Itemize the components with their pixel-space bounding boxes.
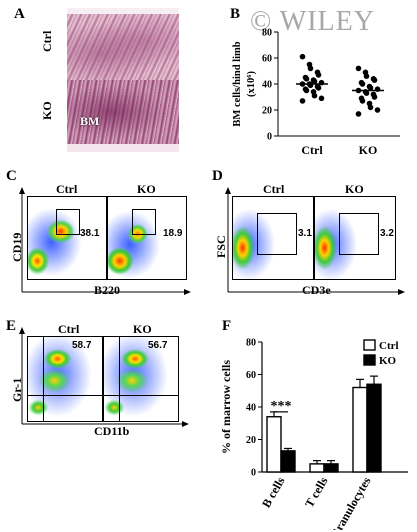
panel-d-value-ko: 3.2 [380, 228, 394, 239]
b-y-label-unit: (x10⁶) [246, 71, 257, 97]
f-legend-label: Ctrl [379, 340, 399, 352]
f-bar [309, 463, 325, 473]
b-data-point [355, 65, 362, 72]
panel-d-axis-arrows [225, 187, 405, 295]
quad-v-e-ctrl [43, 337, 44, 421]
b-y-tick-label: 0 [267, 132, 272, 143]
histology-ko-image [67, 80, 179, 152]
panel-e-axis-arrows [19, 327, 189, 427]
b-data-point [299, 98, 306, 104]
facs-plot-c-ctrl [27, 196, 107, 280]
panel-a-ctrl-label: Ctrl [40, 30, 54, 52]
panel-e-header-ctrl: Ctrl [58, 322, 80, 336]
b-data-point [303, 87, 310, 94]
b-data-point [359, 98, 366, 104]
panel-e-letter: E [6, 318, 17, 334]
b-y-tick-label: 80 [262, 28, 272, 39]
f-significance-label: *** [271, 399, 292, 414]
facs-plot-e-ctrl [27, 336, 103, 422]
b-data-point [371, 77, 378, 83]
b-data-point [359, 81, 366, 87]
b-y-tick-label: 40 [262, 80, 272, 91]
b-data-point [363, 90, 370, 96]
f-bar [366, 383, 382, 473]
panel-c-value-ctrl: 38.1 [80, 228, 100, 239]
f-y-tick-label: 40 [246, 403, 256, 414]
b-data-point [355, 111, 362, 117]
f-bar [352, 386, 368, 473]
b-data-point [318, 95, 325, 102]
f-x-tick-label: B cells [259, 474, 288, 510]
b-data-point [315, 85, 322, 91]
b-y-tick-label: 60 [262, 54, 272, 65]
panel-d-header-ko: KO [345, 182, 364, 196]
panel-f-letter: F [222, 318, 232, 334]
panel-e-header-ko: KO [133, 322, 152, 336]
f-x-tick-label: T cells [302, 474, 331, 510]
b-data-point [303, 76, 310, 82]
histology-ctrl-image [67, 8, 179, 80]
b-data-point [367, 104, 374, 111]
f-legend-swatch [363, 354, 376, 366]
f-y-label: % of marrow cells [219, 360, 233, 454]
f-bar [323, 463, 339, 473]
b-data-point [371, 94, 378, 100]
panel-b-scatter-chart: 0 20 40 60 80 BM cells/hind limb (x10⁶) Ctrl KO [232, 28, 400, 157]
b-data-point [307, 65, 314, 72]
panel-c-header-ko: KO [137, 182, 156, 196]
panel-f-bar-chart: 0 20 40 60 80 % of marrow cells B cells T cells… [219, 338, 408, 530]
f-y-tick-label: 20 [246, 435, 256, 446]
panel-a-letter: A [14, 6, 25, 22]
panel-d-letter: D [212, 168, 223, 184]
b-y-tick-label: 20 [262, 106, 272, 117]
quad-h-e-ko [104, 395, 178, 396]
f-bar [280, 450, 296, 473]
f-x-tick-label: Granulocytes [327, 474, 374, 530]
facs-plot-c-ko [107, 196, 187, 280]
b-data-point [311, 78, 318, 85]
quad-h-e-ctrl [28, 395, 102, 396]
b-data-point [363, 73, 370, 79]
gate-d-ctrl [257, 213, 297, 255]
f-y-tick-label: 0 [251, 468, 256, 479]
publisher-watermark: © WILEY [250, 6, 375, 37]
facs-plot-d-ctrl [232, 196, 314, 280]
panel-c-xlabel: B220 [94, 283, 121, 297]
b-data-point [299, 53, 306, 60]
panel-d-xlabel: CD3e [302, 283, 331, 297]
facs-plot-e-ko [103, 336, 179, 422]
b-data-point [311, 92, 318, 99]
b-x-tick-label: KO [359, 143, 378, 157]
panel-e-value-ctrl: 58.7 [72, 340, 92, 351]
panel-d-header-ctrl: Ctrl [263, 182, 285, 196]
panel-d-value-ctrl: 3.1 [298, 228, 312, 239]
panel-c-letter: C [6, 168, 17, 184]
panel-e-xlabel: CD11b [94, 424, 130, 438]
panel-c-value-ko: 18.9 [163, 228, 183, 239]
f-bar [266, 416, 282, 473]
quad-v-e-ko [119, 337, 120, 421]
gate-c-ko [132, 209, 156, 235]
b-y-label: BM cells/hind limb [232, 41, 243, 126]
panel-a-ko-label: KO [40, 101, 54, 120]
f-y-tick-label: 80 [246, 338, 256, 349]
f-legend-label: KO [379, 355, 397, 367]
b-x-tick-label: Ctrl [301, 143, 323, 157]
f-y-tick-label: 60 [246, 370, 256, 381]
panel-b-letter: B [230, 6, 241, 22]
b-data-point [367, 85, 374, 91]
bm-annotation: BM [80, 114, 100, 128]
f-legend-swatch [363, 339, 376, 351]
gate-c-ctrl [56, 209, 80, 235]
panel-c-axis-arrows [19, 187, 191, 295]
panel-e-value-ko: 56.7 [148, 340, 168, 351]
gate-d-ko [339, 213, 379, 255]
panel-c-header-ctrl: Ctrl [56, 182, 78, 196]
b-data-point [374, 107, 381, 113]
facs-plot-d-ko [314, 196, 396, 280]
b-data-point [315, 72, 322, 78]
